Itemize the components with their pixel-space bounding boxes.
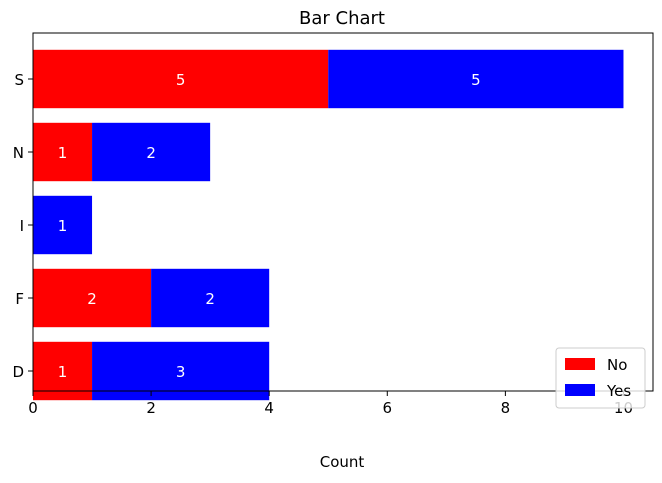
x-tick-label-4: 4 <box>264 399 274 417</box>
data-label-yes-f: 2 <box>205 290 215 308</box>
bars-layer <box>33 50 623 400</box>
data-label-no-n: 1 <box>58 144 68 162</box>
y-axis: D F I N S <box>12 71 33 381</box>
legend: No Yes <box>556 348 645 408</box>
x-tick-label-0: 0 <box>28 399 38 417</box>
legend-label-no: No <box>607 356 627 374</box>
legend-swatch-no <box>565 358 595 370</box>
x-axis-label: Count <box>320 453 365 471</box>
y-tick-label-i: I <box>20 217 24 235</box>
data-label-no-f: 2 <box>87 290 97 308</box>
legend-label-yes: Yes <box>606 382 631 400</box>
y-tick-label-d: D <box>12 363 24 381</box>
chart-title: Bar Chart <box>299 8 385 29</box>
x-tick-label-6: 6 <box>383 399 393 417</box>
x-tick-label-8: 8 <box>501 399 511 417</box>
y-tick-label-n: N <box>13 144 24 162</box>
data-label-yes-n: 2 <box>146 144 156 162</box>
data-label-yes-i: 1 <box>58 217 68 235</box>
legend-swatch-yes <box>565 384 595 396</box>
x-tick-label-2: 2 <box>146 399 156 417</box>
data-label-no-s: 5 <box>176 71 186 89</box>
data-label-no-d: 1 <box>58 363 68 381</box>
y-tick-label-f: F <box>15 290 24 308</box>
y-tick-label-s: S <box>14 71 24 89</box>
data-label-yes-s: 5 <box>471 71 481 89</box>
data-labels-layer: 1 3 2 2 1 1 2 5 5 <box>58 71 481 381</box>
legend-box <box>556 348 645 408</box>
data-label-yes-d: 3 <box>176 363 186 381</box>
